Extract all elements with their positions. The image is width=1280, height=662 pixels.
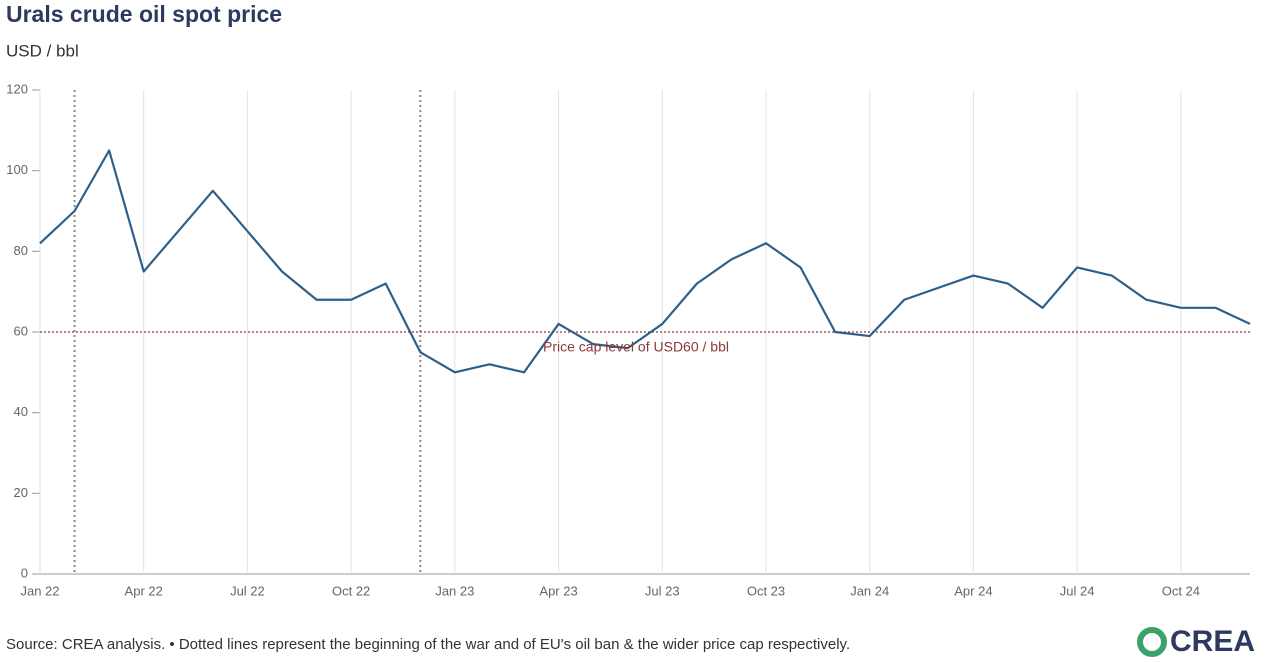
y-tick-label: 0: [21, 565, 28, 580]
x-tick-label: Jan 22: [20, 583, 59, 598]
x-tick-label: Jan 24: [850, 583, 889, 598]
x-tick-label: Jan 23: [435, 583, 474, 598]
brand-name: CREA: [1170, 625, 1255, 658]
y-tick-label: 40: [14, 404, 28, 419]
x-tick-label: Oct 24: [1162, 583, 1200, 598]
x-tick-label: Oct 22: [332, 583, 370, 598]
y-tick-label: 20: [14, 485, 28, 500]
y-tick-label: 120: [6, 81, 28, 96]
price-line: [39, 149, 1251, 374]
x-tick-label: Oct 23: [747, 583, 785, 598]
x-tick-label: Jul 24: [1060, 583, 1095, 598]
brand-logo: CREA: [1137, 625, 1255, 658]
chart-title: Urals crude oil spot price: [6, 1, 282, 27]
x-tick-label: Apr 23: [539, 583, 577, 598]
chart-subtitle: USD / bbl: [6, 41, 79, 60]
y-tick-label: 100: [6, 162, 28, 177]
x-tick-label: Jul 23: [645, 583, 680, 598]
y-tick-label: 60: [14, 323, 28, 338]
source-note: Source: CREA analysis. • Dotted lines re…: [6, 636, 850, 653]
logo-icon: [1137, 627, 1167, 657]
x-tick-label: Apr 24: [954, 583, 992, 598]
reference-label: Price cap level of USD60 / bbl: [543, 339, 729, 355]
x-tick-label: Jul 22: [230, 583, 265, 598]
x-tick-label: Apr 22: [125, 583, 163, 598]
y-tick-label: 80: [14, 243, 28, 258]
